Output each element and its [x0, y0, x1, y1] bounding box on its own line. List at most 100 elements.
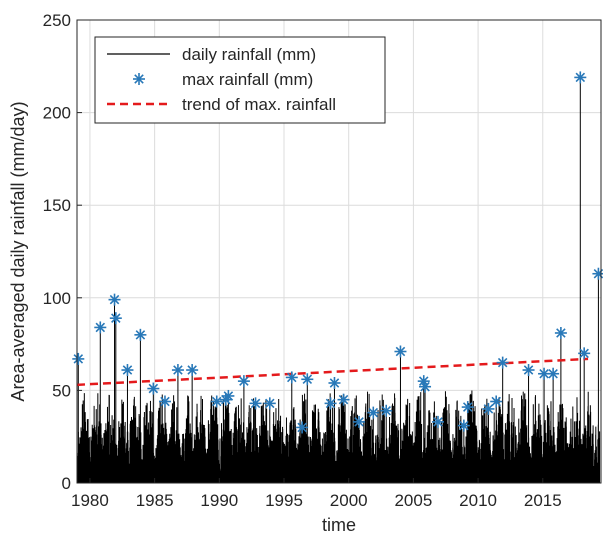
- max-rainfall-point: [296, 421, 309, 434]
- max-rainfall-point: [324, 397, 337, 410]
- max-marker-stroke: [548, 368, 558, 379]
- daily-rainfall-line: [76, 77, 601, 483]
- max-marker-stroke: [523, 365, 534, 375]
- max-marker-stroke: [575, 72, 586, 83]
- x-tick-label: 2015: [524, 491, 562, 510]
- x-axis-label: time: [322, 515, 356, 535]
- max-rainfall-point: [210, 395, 223, 408]
- max-marker-stroke: [302, 374, 313, 385]
- max-rainfall-point: [328, 376, 341, 389]
- y-axis-label: Area-averaged daily rainfall (mm/day): [8, 101, 28, 401]
- max-rainfall-point: [367, 406, 380, 419]
- max-marker-stroke: [433, 417, 443, 427]
- max-marker-stroke: [459, 420, 469, 431]
- max-marker-stroke: [160, 396, 170, 407]
- max-marker-stroke: [579, 348, 589, 359]
- max-rainfall-point: [263, 397, 276, 410]
- max-rainfall-point: [301, 373, 314, 386]
- max-rainfall-point: [482, 402, 495, 415]
- max-rainfall-point: [554, 326, 567, 339]
- x-tick-label: 2005: [394, 491, 432, 510]
- legend-label-daily: daily rainfall (mm): [182, 45, 316, 64]
- max-marker-stroke: [95, 322, 106, 333]
- max-rainfall-point: [186, 364, 199, 377]
- x-tick-label: 2010: [459, 491, 497, 510]
- max-marker-stroke: [325, 398, 336, 409]
- max-rainfall-point: [547, 367, 560, 380]
- legend-label-max: max rainfall (mm): [182, 70, 313, 89]
- max-marker-stroke: [250, 398, 261, 409]
- max-rainfall-point: [578, 347, 591, 360]
- max-rainfall-point: [94, 321, 107, 334]
- legend-star-marker: [133, 73, 145, 85]
- max-rainfall-point: [171, 364, 184, 377]
- max-rainfall-point: [380, 404, 393, 417]
- max-marker-stroke: [109, 294, 120, 305]
- x-tick-label: 1990: [200, 491, 238, 510]
- y-tick-label: 100: [43, 289, 71, 308]
- max-marker-stroke: [73, 354, 84, 364]
- max-marker-stroke: [556, 328, 566, 338]
- max-marker-stroke: [223, 391, 234, 401]
- max-rainfall-point: [237, 375, 250, 388]
- max-rainfall-point: [522, 364, 535, 377]
- x-tick-label: 1995: [265, 491, 303, 510]
- y-tick-label: 0: [62, 474, 71, 493]
- legend-box: [94, 36, 386, 124]
- max-marker-stroke: [418, 376, 429, 386]
- max-rainfall-point: [457, 419, 470, 432]
- max-marker-stroke: [338, 394, 349, 405]
- max-rainfall-point: [337, 393, 350, 406]
- y-tick-label: 50: [52, 381, 71, 400]
- max-marker-stroke: [134, 74, 144, 84]
- max-marker-stroke: [329, 378, 340, 388]
- max-rainfall-point: [431, 415, 444, 428]
- legend-swatch-max: [133, 73, 145, 85]
- max-marker-stroke: [491, 396, 501, 407]
- max-rainfall-point: [249, 397, 262, 410]
- max-marker-stroke: [187, 365, 197, 375]
- max-rainfall-point: [158, 395, 171, 408]
- y-tick-label: 250: [43, 11, 71, 30]
- max-rainfall-point: [72, 352, 85, 365]
- legend: daily rainfall (mm) max rainfall (mm) tr…: [94, 36, 386, 124]
- max-marker-stroke: [122, 365, 133, 375]
- max-rainfall-point: [109, 312, 122, 325]
- max-marker-stroke: [354, 417, 364, 427]
- max-rainfall-point: [134, 328, 147, 341]
- max-marker-stroke: [135, 330, 146, 340]
- max-marker-stroke: [395, 346, 406, 357]
- max-marker-stroke: [211, 396, 222, 407]
- max-rainfall-point: [147, 382, 160, 395]
- max-marker-stroke: [297, 422, 307, 433]
- x-tick-label: 1980: [71, 491, 109, 510]
- max-marker-stroke: [483, 404, 494, 414]
- max-rainfall-point: [285, 371, 298, 384]
- max-marker-stroke: [287, 372, 297, 383]
- trend-line: [76, 357, 589, 387]
- max-rainfall-point: [496, 356, 509, 369]
- axis-ticks: 1980 1985 1990 1995 2000 2005 2010 2015 0 50 100 15…: [43, 11, 562, 510]
- max-marker-stroke: [539, 368, 549, 379]
- max-rainfall-point: [108, 293, 121, 306]
- max-marker-stroke: [111, 313, 121, 323]
- max-rainfall-point: [222, 389, 235, 402]
- legend-label-trend: trend of max. rainfall: [182, 95, 336, 114]
- max-marker-stroke: [148, 383, 159, 394]
- plot-frame: [76, 19, 602, 484]
- max-rainfall-series: [72, 71, 603, 434]
- y-tick-label: 200: [43, 104, 71, 123]
- y-tick-label: 150: [43, 196, 71, 215]
- max-rainfall-point: [353, 415, 366, 428]
- x-tick-label: 1985: [136, 491, 174, 510]
- x-tick-label: 2000: [330, 491, 368, 510]
- max-marker-stroke: [462, 402, 473, 412]
- max-marker-stroke: [497, 357, 508, 368]
- max-rainfall-point: [419, 380, 432, 393]
- trend-series: [76, 357, 589, 387]
- daily-rainfall-series: [76, 77, 601, 483]
- max-marker-stroke: [368, 407, 379, 418]
- max-rainfall-point: [574, 71, 587, 84]
